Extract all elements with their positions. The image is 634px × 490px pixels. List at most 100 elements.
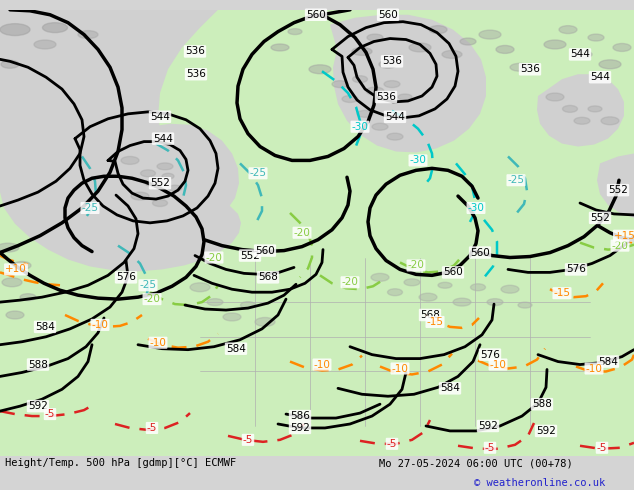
Text: -5: -5 [147,423,157,433]
Ellipse shape [574,117,590,124]
Text: -10: -10 [586,364,602,373]
Ellipse shape [145,180,159,186]
Text: 592: 592 [290,423,310,433]
Ellipse shape [42,23,67,33]
Ellipse shape [613,44,631,51]
Ellipse shape [372,123,388,130]
Ellipse shape [352,48,372,55]
Text: -25: -25 [250,168,266,178]
Text: -10: -10 [489,360,507,369]
Text: -5: -5 [387,439,397,449]
Ellipse shape [240,302,256,309]
Polygon shape [0,10,241,271]
Text: 560: 560 [306,10,326,20]
Ellipse shape [510,63,530,71]
Text: -25: -25 [82,203,98,213]
Text: -25: -25 [507,175,524,185]
Ellipse shape [0,243,19,252]
Ellipse shape [562,105,578,112]
Ellipse shape [460,38,476,45]
Ellipse shape [438,282,452,288]
Ellipse shape [453,298,471,306]
Text: 584: 584 [598,357,618,367]
Ellipse shape [601,117,619,125]
Text: 584: 584 [440,383,460,393]
Text: -20: -20 [342,277,358,287]
Polygon shape [335,59,450,145]
Ellipse shape [496,46,514,53]
Ellipse shape [442,50,462,58]
Ellipse shape [357,110,373,117]
Text: -15: -15 [427,317,444,327]
Text: 544: 544 [150,112,170,122]
Polygon shape [330,15,486,152]
Text: -30: -30 [467,203,484,213]
Ellipse shape [487,298,503,306]
Ellipse shape [479,30,501,39]
Polygon shape [537,74,624,147]
Ellipse shape [153,199,167,206]
Text: 568: 568 [420,310,440,320]
Ellipse shape [379,60,397,68]
Polygon shape [597,153,634,218]
Ellipse shape [2,278,22,287]
Ellipse shape [429,25,447,34]
Ellipse shape [559,25,577,34]
Text: 576: 576 [566,265,586,274]
Ellipse shape [207,298,223,306]
Ellipse shape [501,285,519,293]
Ellipse shape [366,87,384,95]
Text: © weatheronline.co.uk: © weatheronline.co.uk [474,478,605,488]
Ellipse shape [384,81,400,88]
Text: 576: 576 [116,272,136,282]
Text: 560: 560 [378,10,398,20]
Ellipse shape [223,313,241,321]
Ellipse shape [162,173,174,179]
Ellipse shape [271,44,289,51]
Text: 536: 536 [382,56,402,66]
Text: 592: 592 [536,426,556,436]
Ellipse shape [131,192,149,200]
Text: -25: -25 [139,280,157,290]
Text: 536: 536 [186,69,206,79]
Text: 552: 552 [150,178,170,188]
Ellipse shape [588,106,602,112]
Ellipse shape [141,170,155,177]
Ellipse shape [288,28,302,35]
Text: -20: -20 [408,261,424,270]
Ellipse shape [546,93,564,101]
Text: 560: 560 [470,247,490,258]
Polygon shape [98,120,239,229]
Ellipse shape [544,40,566,49]
Text: 552: 552 [240,250,260,261]
Text: -10: -10 [392,364,408,373]
Text: 544: 544 [385,112,405,122]
Text: -20: -20 [143,294,160,304]
Text: -20: -20 [294,228,311,238]
Text: 544: 544 [153,134,173,144]
Text: 552: 552 [608,185,628,195]
Ellipse shape [157,163,173,170]
Ellipse shape [572,50,592,58]
Ellipse shape [13,262,31,270]
Ellipse shape [20,294,36,301]
Ellipse shape [404,279,420,286]
Ellipse shape [470,284,486,291]
Ellipse shape [387,133,403,140]
Ellipse shape [6,311,24,319]
Ellipse shape [190,283,210,292]
Text: +15: +15 [614,231,634,241]
Text: 552: 552 [590,213,610,223]
Ellipse shape [342,96,358,102]
Ellipse shape [309,65,331,74]
Ellipse shape [398,94,412,100]
Text: 588: 588 [28,360,48,369]
Ellipse shape [387,289,403,295]
Text: -5: -5 [243,435,253,445]
Text: -10: -10 [314,360,330,369]
Ellipse shape [518,302,532,308]
Text: -5: -5 [485,443,495,453]
Ellipse shape [1,60,19,68]
Ellipse shape [332,81,348,88]
Text: 544: 544 [570,49,590,59]
